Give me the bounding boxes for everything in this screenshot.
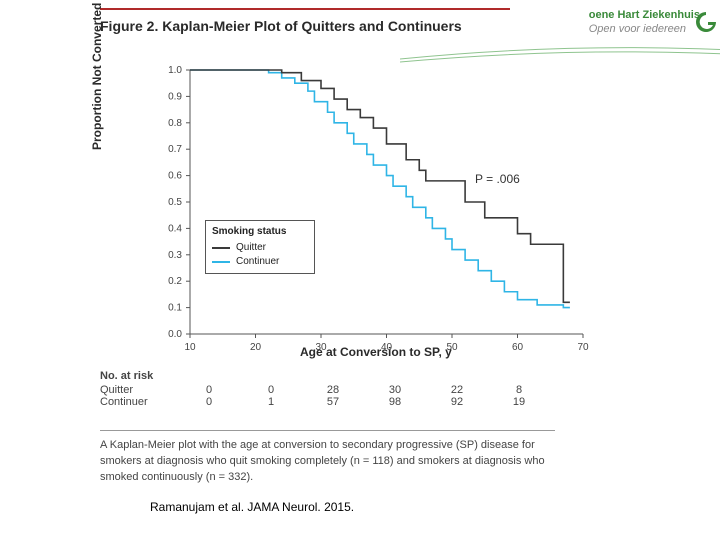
- hospital-slogan: Open voor iedereen: [589, 22, 700, 36]
- svg-text:10: 10: [184, 342, 196, 353]
- risk-cell: 98: [364, 396, 426, 408]
- risk-cell: 28: [302, 384, 364, 396]
- risk-cell: 1: [240, 396, 302, 408]
- legend-swatch-continuer: [212, 261, 230, 263]
- svg-text:0.3: 0.3: [168, 250, 182, 261]
- risk-cell: 8: [488, 384, 550, 396]
- risk-cell: 22: [426, 384, 488, 396]
- risk-row: Continuer 0157989219: [100, 396, 560, 408]
- risk-table-header: No. at risk: [100, 370, 560, 382]
- risk-row: Quitter002830228: [100, 384, 560, 396]
- y-axis-label: Proportion Not Converted: [90, 3, 104, 150]
- figure-caption: A Kaplan-Meier plot with the age at conv…: [100, 438, 560, 486]
- svg-text:0.5: 0.5: [168, 197, 182, 208]
- legend-label-continuer: Continuer: [236, 255, 279, 269]
- risk-cell: 19: [488, 396, 550, 408]
- svg-text:20: 20: [250, 342, 262, 353]
- legend-item-continuer: Continuer: [212, 255, 308, 269]
- svg-text:0.9: 0.9: [168, 91, 182, 102]
- svg-text:70: 70: [577, 342, 589, 353]
- risk-cell: 0: [178, 384, 240, 396]
- svg-text:0.6: 0.6: [168, 171, 182, 182]
- x-axis-label: Age at Conversion to SP, y: [300, 345, 452, 359]
- p-value-label: P = .006: [475, 172, 520, 186]
- svg-text:0.2: 0.2: [168, 276, 182, 287]
- svg-text:0.1: 0.1: [168, 303, 182, 314]
- legend-item-quitter: Quitter: [212, 241, 308, 255]
- citation: Ramanujam et al. JAMA Neurol. 2015.: [150, 500, 354, 514]
- hospital-logo-icon: [694, 10, 718, 34]
- risk-cell: 0: [240, 384, 302, 396]
- legend: Smoking status Quitter Continuer: [205, 220, 315, 274]
- risk-table: No. at risk Quitter002830228Continuer015…: [100, 370, 560, 408]
- svg-text:0.4: 0.4: [168, 223, 182, 234]
- caption-rule: [100, 430, 555, 431]
- risk-cell: 57: [302, 396, 364, 408]
- hospital-name: oene Hart Ziekenhuis: [589, 8, 700, 22]
- hospital-branding: oene Hart Ziekenhuis Open voor iedereen: [589, 8, 700, 37]
- legend-swatch-quitter: [212, 247, 230, 249]
- legend-title: Smoking status: [212, 225, 308, 239]
- risk-cell: 30: [364, 384, 426, 396]
- svg-text:0.7: 0.7: [168, 144, 182, 155]
- svg-text:60: 60: [512, 342, 524, 353]
- risk-cell: 0: [178, 396, 240, 408]
- svg-text:0.0: 0.0: [168, 329, 182, 340]
- kaplan-meier-plot: 0.00.10.20.30.40.50.60.70.80.91.01020304…: [140, 62, 595, 362]
- legend-label-quitter: Quitter: [236, 241, 266, 255]
- svg-text:1.0: 1.0: [168, 65, 182, 76]
- banner-rule: [100, 8, 510, 10]
- swoosh-decoration: [400, 44, 720, 64]
- svg-text:0.8: 0.8: [168, 118, 182, 129]
- figure-banner: Figure 2. Kaplan-Meier Plot of Quitters …: [100, 8, 700, 58]
- risk-cell: 92: [426, 396, 488, 408]
- figure-title: Figure 2. Kaplan-Meier Plot of Quitters …: [100, 18, 462, 34]
- risk-row-label: Quitter: [100, 384, 170, 396]
- risk-row-label: Continuer: [100, 396, 170, 408]
